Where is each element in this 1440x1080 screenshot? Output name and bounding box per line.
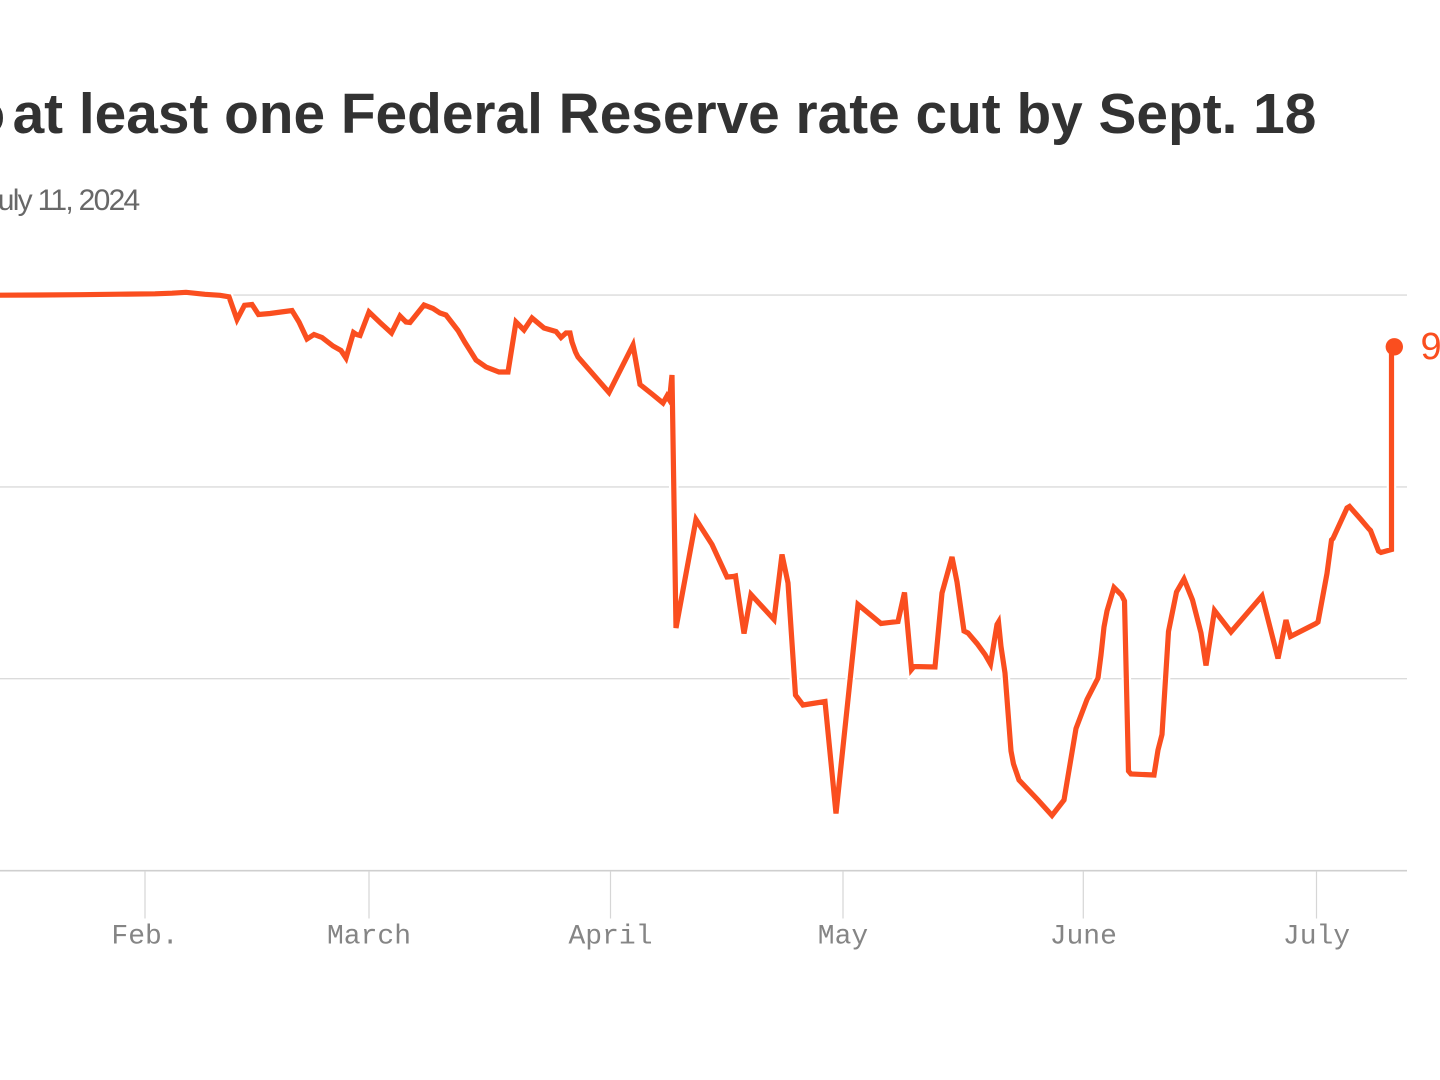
svg-text:June: June [1050,922,1117,953]
svg-text:93%: 93% [1421,326,1440,368]
svg-text:April: April [568,922,652,953]
svg-text:July: July [1283,922,1350,953]
svg-text:March: March [327,922,411,953]
svg-text:Feb.: Feb. [111,922,178,953]
svg-text:May: May [818,922,868,953]
